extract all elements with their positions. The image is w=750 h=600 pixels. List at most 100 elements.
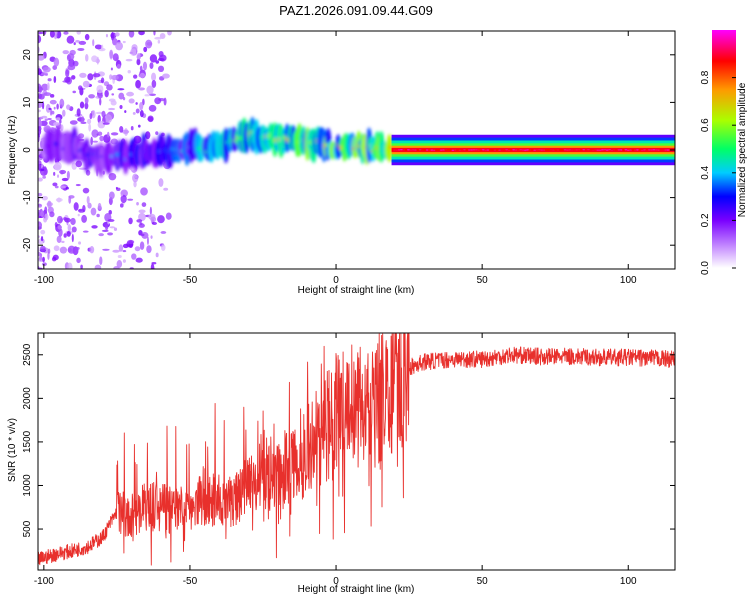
spectrogram-noise-blob <box>136 202 139 206</box>
spectrogram-tone-texture <box>411 149 415 151</box>
spectrogram-noise-blob <box>78 209 83 212</box>
spectrogram-noise-blob <box>136 52 141 60</box>
spectrogram-noise-blob <box>65 69 70 78</box>
spectrogram-tone-texture <box>647 149 651 151</box>
chart-title: PAZ1.2026.091.09.44.G09 <box>279 3 433 18</box>
spectrogram-noise-blob <box>76 246 80 250</box>
spectrogram-noise-blob <box>66 104 71 110</box>
spectrogram-noise-blob <box>85 54 89 62</box>
spectrogram-noise-blob <box>38 255 43 262</box>
spectrogram-noise-blob <box>90 136 93 146</box>
spectrogram-noise-blob <box>61 177 69 182</box>
spectrogram-noise-blob <box>59 246 68 254</box>
snr-panel: -100 -50 0 50 100 500 1000 1500 2000 2500 Height … <box>7 332 676 595</box>
spectrogram-tone-texture <box>530 149 534 151</box>
y-tick-label: 10 <box>22 96 33 108</box>
spectrogram-noise-blob <box>149 206 152 215</box>
spectrogram-noise-blob <box>155 60 160 64</box>
spectrogram-noise-blob <box>142 61 148 71</box>
spectrogram-noise-blob <box>57 225 63 230</box>
spectrogram-tone-texture <box>643 149 647 151</box>
spectrogram-noise-blob <box>91 110 96 119</box>
spectrogram-tone-texture <box>547 149 551 151</box>
spectrogram-noise-blob <box>158 65 165 73</box>
spectrogram-noise-blob <box>97 93 103 99</box>
spectrogram-noise-blob <box>45 103 51 113</box>
spectrogram-noise-blob <box>127 70 131 74</box>
spectrogram-noise-blob <box>122 259 126 263</box>
spectrogram-noise-blob <box>75 160 83 168</box>
spectrogram-noise-blob <box>139 241 145 250</box>
spectrogram-tone-texture <box>582 149 586 151</box>
spectrogram-noise-blob <box>105 224 109 231</box>
spectrogram-noise-blob <box>87 73 94 81</box>
spectrogram-tone-texture <box>650 149 654 151</box>
spectrogram-noise-blob <box>59 98 65 108</box>
spectrogram-noise-blob <box>149 54 158 63</box>
spectrogram-noise-blob <box>96 84 104 94</box>
spectrogram-noise-blob <box>104 89 109 98</box>
spectrogram-noise-blob <box>122 250 127 253</box>
spectrogram-noise-blob <box>92 39 95 47</box>
spectrogram-tone-texture <box>612 149 616 151</box>
spectrogram-noise-blob <box>67 245 76 254</box>
spectrogram-tone-texture <box>608 149 612 151</box>
spectrogram-noise-blob <box>72 90 77 94</box>
spectrogram-noise-blob <box>112 53 119 62</box>
spectrogram-noise-blob <box>75 40 80 43</box>
spectrogram-noise-blob <box>119 105 123 109</box>
spectrogram-noise-blob <box>65 186 69 190</box>
spectrogram-tone-texture <box>589 149 593 151</box>
spectrogram-noise-blob <box>92 73 101 78</box>
spectrogram-noise-blob <box>99 97 102 106</box>
spectrogram-tone-texture <box>491 149 495 151</box>
spectrogram-noise-blob <box>89 112 93 120</box>
spectrogram-noise-blob <box>40 72 49 76</box>
spectrogram-noise-blob <box>57 174 60 178</box>
y-tick-label: 20 <box>22 49 33 61</box>
spectrogram-noise-blob <box>66 35 75 44</box>
spectrogram-noise-blob <box>53 121 60 127</box>
spectrogram-noise-blob <box>38 134 41 138</box>
spectrogram-noise-blob <box>131 253 137 260</box>
spectrogram-noise-blob <box>153 31 156 36</box>
spectrogram-noise-blob <box>145 131 151 140</box>
spectrogram-tone-texture <box>442 149 446 151</box>
spectrogram-tone-texture <box>472 149 476 151</box>
spectrogram-noise-blob <box>108 98 116 102</box>
spectrogram-tone-texture <box>594 149 598 151</box>
spectrogram-tone-texture <box>603 149 607 151</box>
snr-series-line <box>38 333 675 566</box>
spectrogram-noise-blob <box>38 223 41 227</box>
spectrogram-tone-texture <box>425 149 429 151</box>
spectrogram-noise-blob <box>40 245 46 252</box>
spectrogram-tone-texture <box>484 149 488 151</box>
spectrogram-tone-texture <box>654 149 658 151</box>
spectrogram-noise-blob <box>77 213 80 217</box>
spectrogram-noise-blob <box>71 233 74 243</box>
spectrogram-noise-blob <box>84 102 89 110</box>
spectrogram-noise-blob <box>86 82 90 88</box>
spectrogram-noise-blob <box>84 97 89 104</box>
spectrogram-noise-blob <box>66 230 71 237</box>
spectrogram-tone-texture <box>505 149 509 151</box>
spectrogram-tone-texture <box>636 149 640 151</box>
spectrogram-tone-texture <box>502 149 506 151</box>
spectrogram-tone-texture <box>661 149 665 151</box>
spectrogram-tone-texture <box>465 149 469 151</box>
spectrogram-tone-texture <box>507 149 511 151</box>
spectrogram-noise-blob <box>40 229 46 235</box>
spectrogram-noise-blob <box>109 74 113 80</box>
spectrogram-noise-blob <box>110 74 119 81</box>
spectrogram-noise-blob <box>63 233 67 238</box>
colorbar-tick-label: 0.8 <box>700 70 711 84</box>
spectrogram-noise-blob <box>56 103 59 110</box>
spectrogram-tone-texture <box>638 149 642 151</box>
spectrogram-noise-blob <box>76 257 81 264</box>
spectrogram-tone-texture <box>626 149 630 151</box>
spectrogram-noise-blob <box>73 42 76 46</box>
spectrogram-noise-blob <box>101 110 106 118</box>
spectrogram-noise-blob <box>138 31 145 36</box>
spectrogram-tone-texture <box>568 149 572 151</box>
spectrogram-tone-texture <box>631 149 635 151</box>
